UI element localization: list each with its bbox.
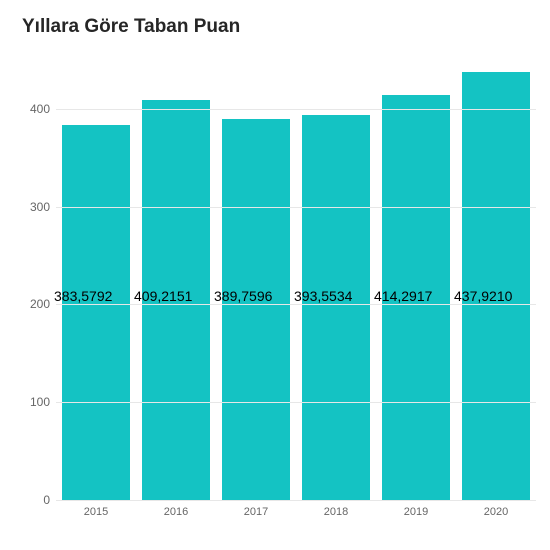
x-tick-label: 2020 xyxy=(484,506,508,518)
bar xyxy=(302,115,371,500)
x-tick-label: 2019 xyxy=(404,506,428,518)
bar xyxy=(62,125,131,500)
y-tick-label: 300 xyxy=(10,200,50,214)
y-tick-label: 100 xyxy=(10,395,50,409)
x-tick-label: 2018 xyxy=(324,506,348,518)
bar-value-label: 414,2917 xyxy=(374,288,432,304)
plot-area: 383,5792 409,2151 389,7596 393,5534 414,2917… xyxy=(56,60,536,500)
x-tick-label: 2016 xyxy=(164,506,188,518)
bar-value-label: 437,9210 xyxy=(454,288,512,304)
bar-slot: 383,5792 xyxy=(56,60,136,500)
chart-title: Yıllara Göre Taban Puan xyxy=(22,16,240,38)
bar-slot: 389,7596 xyxy=(216,60,296,500)
bar-value-label: 409,2151 xyxy=(134,288,192,304)
x-tick-label: 2017 xyxy=(244,506,268,518)
grid-line xyxy=(56,304,536,305)
bar-slot: 414,2917 xyxy=(376,60,456,500)
bar-slot: 393,5534 xyxy=(296,60,376,500)
bar-value-label: 393,5534 xyxy=(294,288,352,304)
bar-slot: 437,9210 xyxy=(456,60,536,500)
bar xyxy=(462,72,531,500)
bars-container: 383,5792 409,2151 389,7596 393,5534 414,2917… xyxy=(56,60,536,500)
bar-slot: 409,2151 xyxy=(136,60,216,500)
grid-line xyxy=(56,207,536,208)
y-tick-label: 400 xyxy=(10,102,50,116)
x-tick-label: 2015 xyxy=(84,506,108,518)
y-tick-label: 200 xyxy=(10,297,50,311)
grid-line xyxy=(56,402,536,403)
grid-line xyxy=(56,109,536,110)
bar xyxy=(222,119,291,500)
bar-value-label: 389,7596 xyxy=(214,288,272,304)
y-tick-label: 0 xyxy=(10,493,50,507)
bar-value-label: 383,5792 xyxy=(54,288,112,304)
grid-line xyxy=(56,500,536,501)
